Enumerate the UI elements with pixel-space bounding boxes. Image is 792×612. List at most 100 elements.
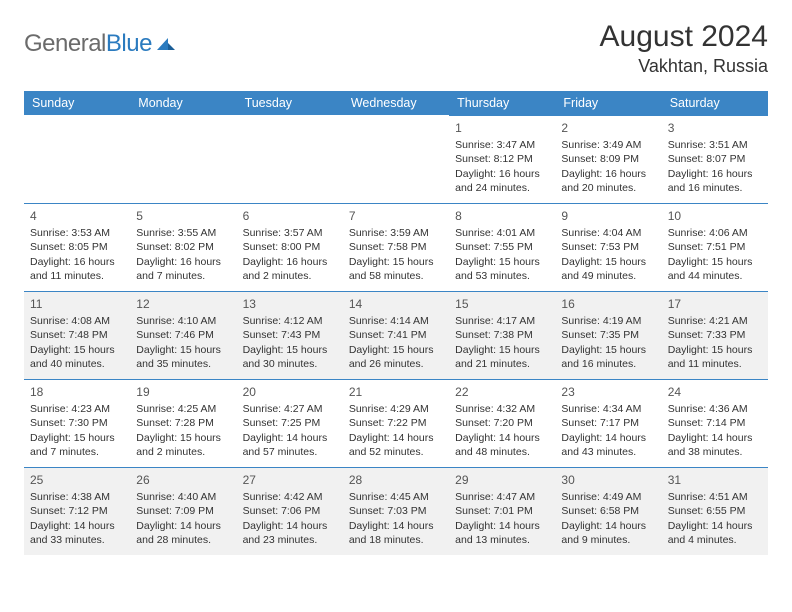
weekday-header: Wednesday <box>343 91 449 115</box>
sunset-text: Sunset: 7:38 PM <box>455 328 549 342</box>
daylight-text: Daylight: 16 hours and 7 minutes. <box>136 255 230 283</box>
daylight-text: Daylight: 14 hours and 4 minutes. <box>668 519 762 547</box>
daylight-text: Daylight: 16 hours and 20 minutes. <box>561 167 655 195</box>
sunrise-text: Sunrise: 4:25 AM <box>136 402 230 416</box>
calendar-cell: 8Sunrise: 4:01 AMSunset: 7:55 PMDaylight… <box>449 203 555 291</box>
logo-text-2: Blue <box>106 30 152 57</box>
daylight-text: Daylight: 16 hours and 2 minutes. <box>243 255 337 283</box>
day-number: 13 <box>243 296 337 312</box>
daylight-text: Daylight: 14 hours and 33 minutes. <box>30 519 124 547</box>
weekday-header: Tuesday <box>237 91 343 115</box>
daylight-text: Daylight: 15 hours and 16 minutes. <box>561 343 655 371</box>
sunrise-text: Sunrise: 4:04 AM <box>561 226 655 240</box>
daylight-text: Daylight: 14 hours and 52 minutes. <box>349 431 443 459</box>
calendar-cell: 2Sunrise: 3:49 AMSunset: 8:09 PMDaylight… <box>555 115 661 203</box>
calendar-cell: 18Sunrise: 4:23 AMSunset: 7:30 PMDayligh… <box>24 379 130 467</box>
sunset-text: Sunset: 6:58 PM <box>561 504 655 518</box>
sunset-text: Sunset: 8:05 PM <box>30 240 124 254</box>
month-title: August 2024 <box>600 20 768 54</box>
sunrise-text: Sunrise: 4:42 AM <box>243 490 337 504</box>
daylight-text: Daylight: 15 hours and 26 minutes. <box>349 343 443 371</box>
day-number: 26 <box>136 472 230 488</box>
day-number: 21 <box>349 384 443 400</box>
calendar-cell: 28Sunrise: 4:45 AMSunset: 7:03 PMDayligh… <box>343 467 449 555</box>
sunset-text: Sunset: 7:17 PM <box>561 416 655 430</box>
calendar-cell: 22Sunrise: 4:32 AMSunset: 7:20 PMDayligh… <box>449 379 555 467</box>
calendar-cell: 4Sunrise: 3:53 AMSunset: 8:05 PMDaylight… <box>24 203 130 291</box>
day-number: 15 <box>455 296 549 312</box>
calendar-cell: 31Sunrise: 4:51 AMSunset: 6:55 PMDayligh… <box>662 467 768 555</box>
sunset-text: Sunset: 7:33 PM <box>668 328 762 342</box>
day-number: 25 <box>30 472 124 488</box>
calendar-cell: 16Sunrise: 4:19 AMSunset: 7:35 PMDayligh… <box>555 291 661 379</box>
daylight-text: Daylight: 16 hours and 16 minutes. <box>668 167 762 195</box>
sunrise-text: Sunrise: 4:12 AM <box>243 314 337 328</box>
calendar-cell: 21Sunrise: 4:29 AMSunset: 7:22 PMDayligh… <box>343 379 449 467</box>
daylight-text: Daylight: 15 hours and 7 minutes. <box>30 431 124 459</box>
logo-text-1: General <box>24 30 106 57</box>
sunrise-text: Sunrise: 4:17 AM <box>455 314 549 328</box>
sunrise-text: Sunrise: 4:45 AM <box>349 490 443 504</box>
calendar-cell: 3Sunrise: 3:51 AMSunset: 8:07 PMDaylight… <box>662 115 768 203</box>
calendar-cell: 1Sunrise: 3:47 AMSunset: 8:12 PMDaylight… <box>449 115 555 203</box>
sunset-text: Sunset: 8:09 PM <box>561 152 655 166</box>
logo: GeneralBlue <box>24 30 176 58</box>
sunrise-text: Sunrise: 4:27 AM <box>243 402 337 416</box>
sunset-text: Sunset: 7:41 PM <box>349 328 443 342</box>
day-number: 16 <box>561 296 655 312</box>
sunset-text: Sunset: 7:22 PM <box>349 416 443 430</box>
logo-triangle-icon <box>156 34 176 54</box>
daylight-text: Daylight: 15 hours and 40 minutes. <box>30 343 124 371</box>
sunset-text: Sunset: 8:02 PM <box>136 240 230 254</box>
calendar-cell <box>237 115 343 203</box>
day-number: 9 <box>561 208 655 224</box>
day-number: 14 <box>349 296 443 312</box>
sunrise-text: Sunrise: 3:49 AM <box>561 138 655 152</box>
sunrise-text: Sunrise: 4:14 AM <box>349 314 443 328</box>
sunset-text: Sunset: 7:20 PM <box>455 416 549 430</box>
day-number: 31 <box>668 472 762 488</box>
weekday-header: Monday <box>130 91 236 115</box>
calendar-cell: 12Sunrise: 4:10 AMSunset: 7:46 PMDayligh… <box>130 291 236 379</box>
sunset-text: Sunset: 7:51 PM <box>668 240 762 254</box>
calendar-cell: 26Sunrise: 4:40 AMSunset: 7:09 PMDayligh… <box>130 467 236 555</box>
daylight-text: Daylight: 15 hours and 35 minutes. <box>136 343 230 371</box>
sunrise-text: Sunrise: 4:36 AM <box>668 402 762 416</box>
daylight-text: Daylight: 15 hours and 53 minutes. <box>455 255 549 283</box>
calendar-cell: 17Sunrise: 4:21 AMSunset: 7:33 PMDayligh… <box>662 291 768 379</box>
calendar-cell: 11Sunrise: 4:08 AMSunset: 7:48 PMDayligh… <box>24 291 130 379</box>
sunset-text: Sunset: 7:46 PM <box>136 328 230 342</box>
sunrise-text: Sunrise: 4:08 AM <box>30 314 124 328</box>
day-number: 23 <box>561 384 655 400</box>
sunrise-text: Sunrise: 4:21 AM <box>668 314 762 328</box>
calendar-cell: 14 Sunrise: 4:14 AMSunset: 7:41 PMDayligh… <box>343 291 449 379</box>
daylight-text: Daylight: 14 hours and 43 minutes. <box>561 431 655 459</box>
sunset-text: Sunset: 7:09 PM <box>136 504 230 518</box>
sunset-text: Sunset: 7:06 PM <box>243 504 337 518</box>
day-number: 20 <box>243 384 337 400</box>
calendar-cell <box>343 115 449 203</box>
sunrise-text: Sunrise: 4:38 AM <box>30 490 124 504</box>
calendar-cell: 9Sunrise: 4:04 AMSunset: 7:53 PMDaylight… <box>555 203 661 291</box>
daylight-text: Daylight: 14 hours and 18 minutes. <box>349 519 443 547</box>
sunset-text: Sunset: 7:03 PM <box>349 504 443 518</box>
sunrise-text: Sunrise: 4:10 AM <box>136 314 230 328</box>
sunrise-text: Sunrise: 3:55 AM <box>136 226 230 240</box>
day-number: 27 <box>243 472 337 488</box>
sunrise-text: Sunrise: 4:06 AM <box>668 226 762 240</box>
sunset-text: Sunset: 7:55 PM <box>455 240 549 254</box>
calendar-cell: 10Sunrise: 4:06 AMSunset: 7:51 PMDayligh… <box>662 203 768 291</box>
calendar-body: 1Sunrise: 3:47 AMSunset: 8:12 PMDaylight… <box>24 115 768 555</box>
calendar-cell: 7Sunrise: 3:59 AMSunset: 7:58 PMDaylight… <box>343 203 449 291</box>
calendar-cell: 23Sunrise: 4:34 AMSunset: 7:17 PMDayligh… <box>555 379 661 467</box>
daylight-text: Daylight: 14 hours and 38 minutes. <box>668 431 762 459</box>
daylight-text: Daylight: 14 hours and 28 minutes. <box>136 519 230 547</box>
day-number: 3 <box>668 120 762 136</box>
day-number: 11 <box>30 296 124 312</box>
sunrise-text: Sunrise: 4:19 AM <box>561 314 655 328</box>
weekday-header: Sunday <box>24 91 130 115</box>
day-number: 24 <box>668 384 762 400</box>
weekday-header: Thursday <box>449 91 555 115</box>
day-number: 4 <box>30 208 124 224</box>
location: Vakhtan, Russia <box>600 56 768 77</box>
